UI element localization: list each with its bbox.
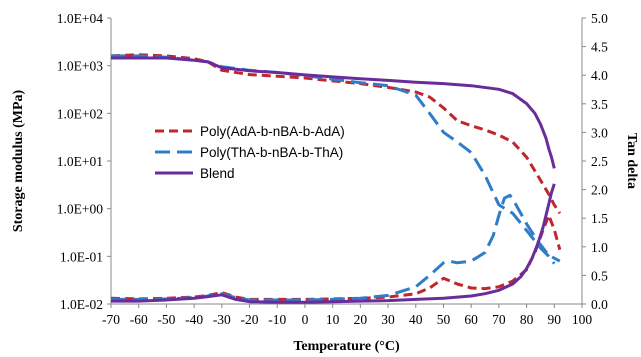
y-right-tick-label: 3.0 — [591, 125, 608, 140]
y-left-tick-label: 1.0E+03 — [57, 59, 103, 74]
x-tick-label: 50 — [437, 312, 451, 327]
x-tick-label: -10 — [268, 312, 286, 327]
x-tick-label: 0 — [302, 312, 309, 327]
legend: Poly(AdA-b-nBA-b-AdA) Poly(ThA-b-nBA-b-Th… — [155, 124, 345, 181]
y-left-tick-label: 1.0E+00 — [57, 202, 103, 217]
y-left-tick-label: 1.0E+02 — [57, 106, 103, 121]
x-tick-label: -60 — [130, 312, 148, 327]
y-left-tick-label: 1.0E-01 — [60, 249, 103, 264]
x-tick-label: -30 — [213, 312, 231, 327]
y-right-axis-title: Tan delta — [624, 133, 639, 189]
y-right-ticks: 0.0 0.5 1.0 1.5 2.0 2.5 3.0 3.5 4.0 4.5 5.0 — [582, 11, 608, 312]
y-left-tick-label: 1.0E+04 — [57, 11, 103, 26]
y-right-tick-label: 5.0 — [591, 11, 608, 26]
x-tick-label: -20 — [241, 312, 259, 327]
blend-storage-modulus-line — [111, 56, 556, 169]
y-right-tick-label: 2.5 — [591, 154, 608, 169]
y-left-tick-label: 1.0E+01 — [57, 154, 103, 169]
series-layer — [110, 53, 562, 304]
legend-label-poly-ada: Poly(AdA-b-nBA-b-AdA) — [200, 124, 345, 139]
y-left-tick-label: 1.0E-02 — [60, 297, 103, 312]
y-right-tick-label: 3.5 — [591, 97, 608, 112]
poly-tha-tan-delta-line — [111, 193, 561, 302]
x-tick-label: -50 — [157, 312, 175, 327]
x-axis-title: Temperature (°C) — [293, 339, 400, 354]
x-tick-label: 40 — [409, 312, 423, 327]
axes — [110, 18, 583, 305]
x-tick-label: 90 — [548, 312, 562, 327]
x-ticks: -70 -60 -50 -40 -30 -20 -10 0 10 20 30 40 50 60 70 80 90… — [102, 304, 592, 327]
y-right-tick-label: 4.5 — [591, 40, 608, 55]
blend-tan-delta-line — [111, 183, 556, 304]
poly-ada-tan-delta-line — [110, 213, 562, 301]
x-tick-label: 70 — [492, 312, 506, 327]
x-tick-label: 80 — [520, 312, 534, 327]
y-right-tick-label: 2.0 — [591, 183, 608, 198]
x-tick-label: -70 — [102, 312, 120, 327]
y-right-tick-label: 4.0 — [591, 68, 608, 83]
x-tick-label: 100 — [572, 312, 593, 327]
y-right-tick-label: 0.0 — [591, 297, 608, 312]
y-right-tick-label: 0.5 — [591, 268, 608, 283]
legend-label-blend: Blend — [200, 166, 235, 181]
x-tick-label: 20 — [354, 312, 368, 327]
x-tick-label: 30 — [381, 312, 395, 327]
x-tick-label: -40 — [185, 312, 203, 327]
y-left-ticks: 1.0E-02 1.0E-01 1.0E+00 1.0E+01 1.0E+02 1.0E+… — [57, 11, 111, 312]
y-right-tick-label: 1.5 — [591, 211, 608, 226]
poly-ada-storage-modulus-line — [110, 53, 562, 215]
y-right-tick-label: 1.0 — [591, 240, 608, 255]
x-tick-label: 10 — [326, 312, 340, 327]
x-tick-label: 60 — [464, 312, 478, 327]
y-left-axis-title: Storage modulus (MPa) — [11, 90, 26, 233]
legend-label-poly-tha: Poly(ThA-b-nBA-b-ThA) — [200, 145, 343, 160]
